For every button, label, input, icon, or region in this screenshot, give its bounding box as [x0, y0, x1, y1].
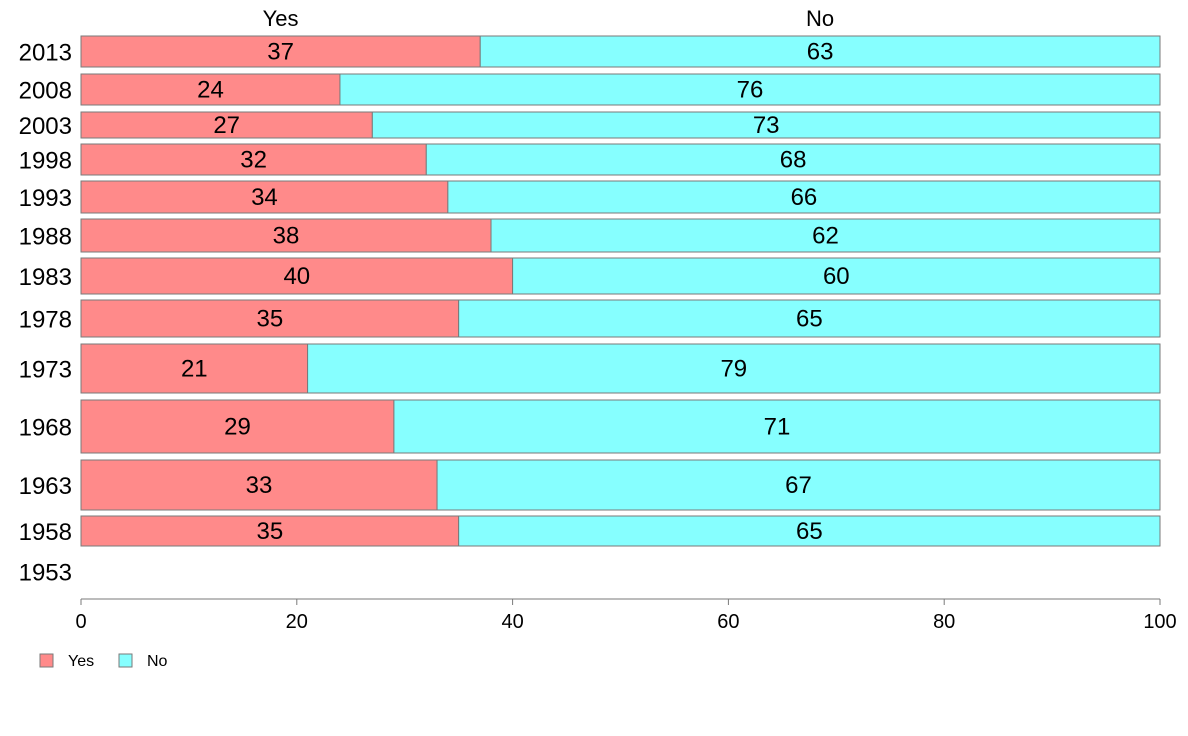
column-header-no: No [806, 6, 834, 31]
column-headers: Yes No [263, 6, 835, 31]
bar-rows: 2013 37 63 2008 24 76 2003 27 73 1998 32 68 1993 34 66… [19, 35, 1161, 587]
x-tick-label: 0 [75, 611, 86, 633]
data-label-yes: 35 [256, 306, 283, 333]
year-label: 1988 [19, 224, 72, 251]
bar-segment-yes [80, 35, 481, 68]
data-label-yes: 40 [283, 263, 310, 290]
data-label-yes: 33 [246, 472, 273, 499]
bar-row-1968: 1968 29 71 [19, 399, 1161, 454]
legend-label: No [147, 653, 168, 670]
data-label-yes: 37 [267, 39, 294, 66]
bar-segment-yes [80, 459, 438, 511]
data-label-yes: 35 [256, 518, 283, 545]
bar-segment-no [458, 299, 1161, 338]
bar-segment-no [479, 35, 1161, 68]
legend-item-no: No [118, 653, 168, 670]
bar-row-1988: 1988 38 62 [19, 218, 1161, 253]
legend-swatch [118, 653, 133, 668]
data-label-no: 71 [764, 414, 791, 441]
year-label: 1953 [19, 560, 72, 587]
bar-row-2013: 2013 37 63 [19, 35, 1161, 68]
bar-row-2003: 2003 27 73 [19, 111, 1161, 140]
data-label-no: 67 [785, 472, 812, 499]
x-axis: 0 20 40 60 80 100 [75, 598, 1177, 633]
year-label: 2003 [19, 113, 72, 140]
bar-segment-yes [80, 143, 427, 176]
data-label-yes: 38 [273, 223, 300, 250]
bar-segment-yes [80, 111, 373, 139]
bar-segment-no [371, 111, 1161, 139]
data-label-yes: 24 [197, 77, 224, 104]
year-label: 2013 [19, 40, 72, 67]
bar-segment-yes [80, 180, 449, 214]
year-label: 1983 [19, 264, 72, 291]
bar-segment-no [425, 143, 1161, 176]
year-label: 1958 [19, 519, 72, 546]
bar-row-1953: 1953 [19, 560, 72, 587]
bar-segment-no [307, 343, 1161, 394]
data-label-no: 68 [780, 147, 807, 174]
bar-segment-no [393, 399, 1161, 454]
year-label: 1963 [19, 473, 72, 500]
legend: Yes No [39, 653, 168, 670]
legend-label: Yes [68, 653, 94, 670]
data-label-no: 63 [807, 39, 834, 66]
bar-row-1973: 1973 21 79 [19, 343, 1161, 394]
year-label: 1993 [19, 185, 72, 212]
data-label-no: 73 [753, 112, 780, 139]
data-label-no: 60 [823, 263, 850, 290]
legend-swatch [39, 653, 54, 668]
bar-segment-no [512, 257, 1161, 295]
bar-segment-yes [80, 515, 460, 547]
bar-row-1958: 1958 35 65 [19, 515, 1161, 547]
bar-row-1963: 1963 33 67 [19, 459, 1161, 511]
year-label: 1968 [19, 415, 72, 442]
bar-row-2008: 2008 24 76 [19, 73, 1161, 106]
legend-item-yes: Yes [39, 653, 94, 670]
bar-segment-no [458, 515, 1161, 547]
data-label-no: 65 [796, 306, 823, 333]
x-tick-label: 40 [501, 611, 523, 633]
year-label: 1978 [19, 307, 72, 334]
data-label-yes: 29 [224, 414, 251, 441]
column-header-yes: Yes [263, 6, 299, 31]
year-label: 1998 [19, 148, 72, 175]
bar-row-1983: 1983 40 60 [19, 257, 1161, 295]
bar-segment-yes [80, 343, 309, 394]
data-label-no: 62 [812, 223, 839, 250]
bar-segment-no [447, 180, 1161, 214]
data-label-no: 79 [720, 356, 747, 383]
bar-segment-yes [80, 73, 341, 106]
bar-row-1993: 1993 34 66 [19, 180, 1161, 214]
bar-segment-no [436, 459, 1161, 511]
bar-segment-yes [80, 257, 514, 295]
x-tick-label: 20 [286, 611, 308, 633]
x-tick-label: 100 [1143, 611, 1176, 633]
bar-row-1998: 1998 32 68 [19, 143, 1161, 176]
bar-segment-no [339, 73, 1161, 106]
data-label-no: 76 [737, 77, 764, 104]
bar-segment-yes [80, 399, 395, 454]
data-label-yes: 34 [251, 184, 278, 211]
year-label: 2008 [19, 78, 72, 105]
data-label-no: 65 [796, 518, 823, 545]
bar-segment-no [490, 218, 1161, 253]
data-label-yes: 21 [181, 356, 208, 383]
data-label-yes: 27 [213, 112, 240, 139]
x-tick-label: 60 [717, 611, 739, 633]
data-label-no: 66 [791, 184, 818, 211]
bar-row-1978: 1978 35 65 [19, 299, 1161, 338]
year-label: 1973 [19, 357, 72, 384]
x-tick-label: 80 [933, 611, 955, 633]
data-label-yes: 32 [240, 147, 267, 174]
